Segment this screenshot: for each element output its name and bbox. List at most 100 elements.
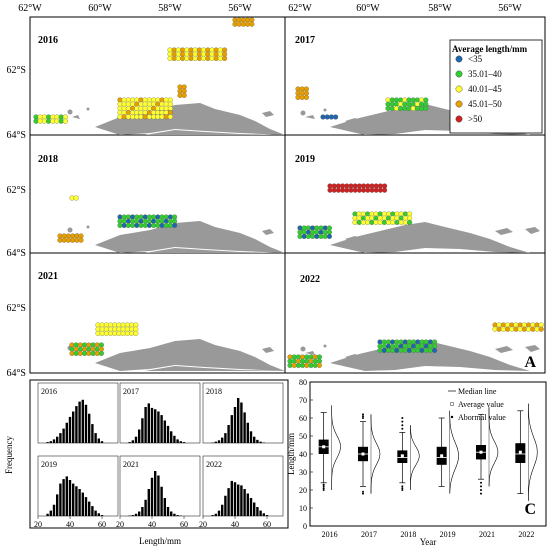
y-tick-label: 20 <box>299 486 307 495</box>
outlier <box>362 415 364 418</box>
histogram-bar <box>46 513 49 516</box>
legend-swatch <box>455 55 463 63</box>
histogram-bar <box>46 442 49 443</box>
histogram-bar <box>144 499 147 516</box>
box-legend-label: Median line <box>458 387 497 396</box>
lon-label: 62°W <box>288 3 312 14</box>
map-2018 <box>29 134 286 254</box>
histogram-bar <box>52 439 56 443</box>
legend-swatch <box>455 100 463 108</box>
histogram-bar <box>163 420 166 443</box>
y-tick-label: 30 <box>299 468 307 477</box>
sample-dot <box>423 105 429 111</box>
year-label-2022: 2022 <box>300 274 320 285</box>
histogram-2016: 2016 <box>37 382 119 444</box>
density-curve <box>370 414 381 494</box>
legend-label: 45.01–50 <box>468 99 502 109</box>
histogram-bar <box>173 513 176 516</box>
histogram-bar <box>100 441 104 443</box>
histogram-bar <box>160 486 163 516</box>
histogram-bar <box>75 406 78 443</box>
box-legend: Median line Average value Abormal value <box>448 387 506 422</box>
mean-marker <box>479 450 483 454</box>
histogram-bar <box>221 504 224 516</box>
histogram-bar <box>72 483 75 516</box>
outlier <box>401 424 404 427</box>
sample-dot <box>167 114 173 120</box>
histogram-bar <box>265 515 269 516</box>
sample-dot <box>249 21 255 27</box>
lat-label: 62°S <box>6 303 26 314</box>
histogram-bar <box>176 515 179 516</box>
legend-swatch <box>455 115 463 123</box>
panel-c-boxplots: Length/mm Year C 0 10 20 30 40 50 60 70 80 2016 20… <box>286 378 547 547</box>
x-tick-label: 20 <box>34 520 42 529</box>
mean-marker <box>361 452 365 456</box>
outlier <box>480 481 482 484</box>
histogram-bar <box>91 424 94 443</box>
histogram-bar <box>150 407 154 443</box>
box-2016 <box>318 405 341 491</box>
outlier <box>480 492 482 495</box>
histogram-bar <box>173 435 176 443</box>
histogram-bar <box>138 429 141 443</box>
sample-dot <box>316 362 322 368</box>
histogram-bar <box>84 404 88 443</box>
histogram-2019: 2019 20 40 60 <box>34 455 119 529</box>
box-2019 <box>436 410 460 494</box>
histogram-bar <box>78 489 81 516</box>
histogram-2022: 2022 20 40 60 <box>199 455 284 529</box>
x-tick-label: 20 <box>199 520 207 529</box>
histogram-bar <box>75 486 78 516</box>
legend-label: >50 <box>468 114 483 124</box>
legend-mean-swatch <box>450 402 454 406</box>
mean-marker <box>440 454 444 458</box>
histogram-bar <box>84 497 88 516</box>
box-2021 <box>476 407 499 495</box>
lat-label: 62°S <box>6 185 26 196</box>
outlier <box>362 492 364 495</box>
histogram-2018: 2018 <box>202 382 284 444</box>
histogram-bar <box>150 477 154 516</box>
histogram-bar <box>56 494 59 516</box>
x-tick-label: 2018 <box>400 530 416 539</box>
histogram-frame <box>202 455 284 517</box>
density-curve <box>331 405 341 490</box>
sample-dots <box>33 17 544 368</box>
histogram-bar <box>157 411 160 443</box>
x-tick-label: 40 <box>231 520 239 529</box>
histogram-bar <box>163 498 166 516</box>
histogram-bar <box>166 425 170 443</box>
legend-swatch <box>455 85 463 93</box>
histogram-bar <box>128 442 131 443</box>
x-tick-label: 60 <box>263 520 271 529</box>
histogram-frame <box>119 382 201 444</box>
sample-dot <box>303 94 309 100</box>
histogram-bar <box>170 511 173 516</box>
histogram-year: 2022 <box>206 460 222 469</box>
lon-label: 58°W <box>158 3 182 14</box>
histogram-bar <box>246 422 249 443</box>
histogram-bar <box>182 442 186 443</box>
sample-dot <box>432 347 438 353</box>
outlier <box>401 427 404 430</box>
histogram-bar <box>160 415 163 443</box>
legend-label: 35.01–40 <box>468 69 502 79</box>
box-legend-label: Average value <box>458 400 504 409</box>
histogram-frame <box>119 455 201 517</box>
c-xlabel: Year <box>420 537 437 547</box>
histogram-bar <box>211 515 214 516</box>
histogram-bar <box>154 471 157 516</box>
year-label-2018: 2018 <box>38 154 58 165</box>
histogram-bar <box>56 436 59 443</box>
histogram-bar <box>227 425 230 443</box>
histogram-bar <box>91 506 94 516</box>
histogram-bar <box>179 441 182 443</box>
outlier <box>362 413 364 416</box>
histogram-frame <box>37 455 119 517</box>
histogram-bar <box>147 403 150 443</box>
histogram-bar <box>256 439 259 443</box>
histogram-bar <box>49 510 52 516</box>
histogram-bar <box>141 507 144 516</box>
histogram-bar <box>237 398 240 443</box>
